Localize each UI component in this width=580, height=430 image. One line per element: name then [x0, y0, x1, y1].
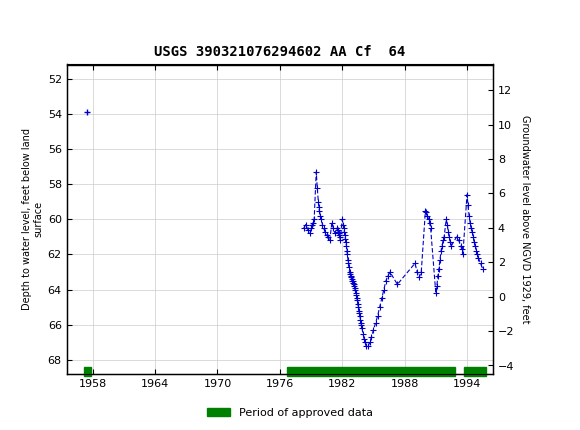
Text: ≈: ≈ — [3, 10, 21, 31]
Y-axis label: Groundwater level above NGVD 1929, feet: Groundwater level above NGVD 1929, feet — [520, 115, 530, 323]
Bar — [287, 367, 455, 376]
Text: USGS: USGS — [9, 12, 64, 29]
Legend: Period of approved data: Period of approved data — [203, 403, 377, 422]
Y-axis label: Depth to water level, feet below land
surface: Depth to water level, feet below land su… — [22, 128, 44, 310]
Bar — [464, 367, 485, 376]
Bar — [84, 367, 90, 376]
Title: USGS 390321076294602 AA Cf  64: USGS 390321076294602 AA Cf 64 — [154, 45, 405, 59]
